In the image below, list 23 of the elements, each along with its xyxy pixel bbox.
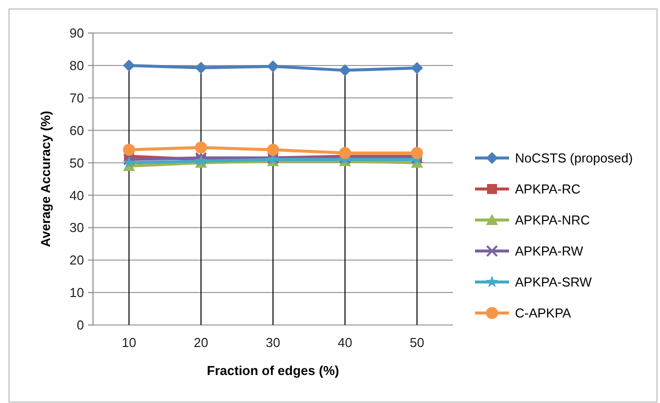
y-tick-label: 80 <box>70 58 84 73</box>
x-tick-label: 40 <box>338 335 352 350</box>
x-tick-label: 20 <box>194 335 208 350</box>
y-axis-title: Average Accuracy (%) <box>38 110 53 248</box>
y-tick-label: 50 <box>70 155 84 170</box>
legend-label: APKPA-NRC <box>515 212 590 228</box>
legend-label: APKPA-RC <box>515 182 580 197</box>
y-tick-label: 10 <box>70 285 84 300</box>
x-axis-title: Fraction of edges (%) <box>206 363 340 378</box>
legend-label: C-APKPA <box>515 306 572 321</box>
legend-label: APKPA-RW <box>515 244 584 259</box>
y-tick-label: 20 <box>70 252 84 268</box>
x-tick-label: 50 <box>410 335 424 350</box>
legend-label: NoCSTS (proposed) <box>515 150 633 166</box>
x-tick-label: 30 <box>266 335 280 350</box>
y-tick-label: 40 <box>70 188 84 203</box>
legend-label: APKPA-SRW <box>515 274 593 290</box>
y-tick-label: 70 <box>70 90 84 106</box>
y-tick-label: 60 <box>70 122 84 138</box>
y-tick-label: 0 <box>76 318 84 333</box>
y-tick-label: 30 <box>70 220 84 236</box>
y-tick-label: 90 <box>70 26 84 41</box>
x-tick-label: 10 <box>122 335 136 350</box>
